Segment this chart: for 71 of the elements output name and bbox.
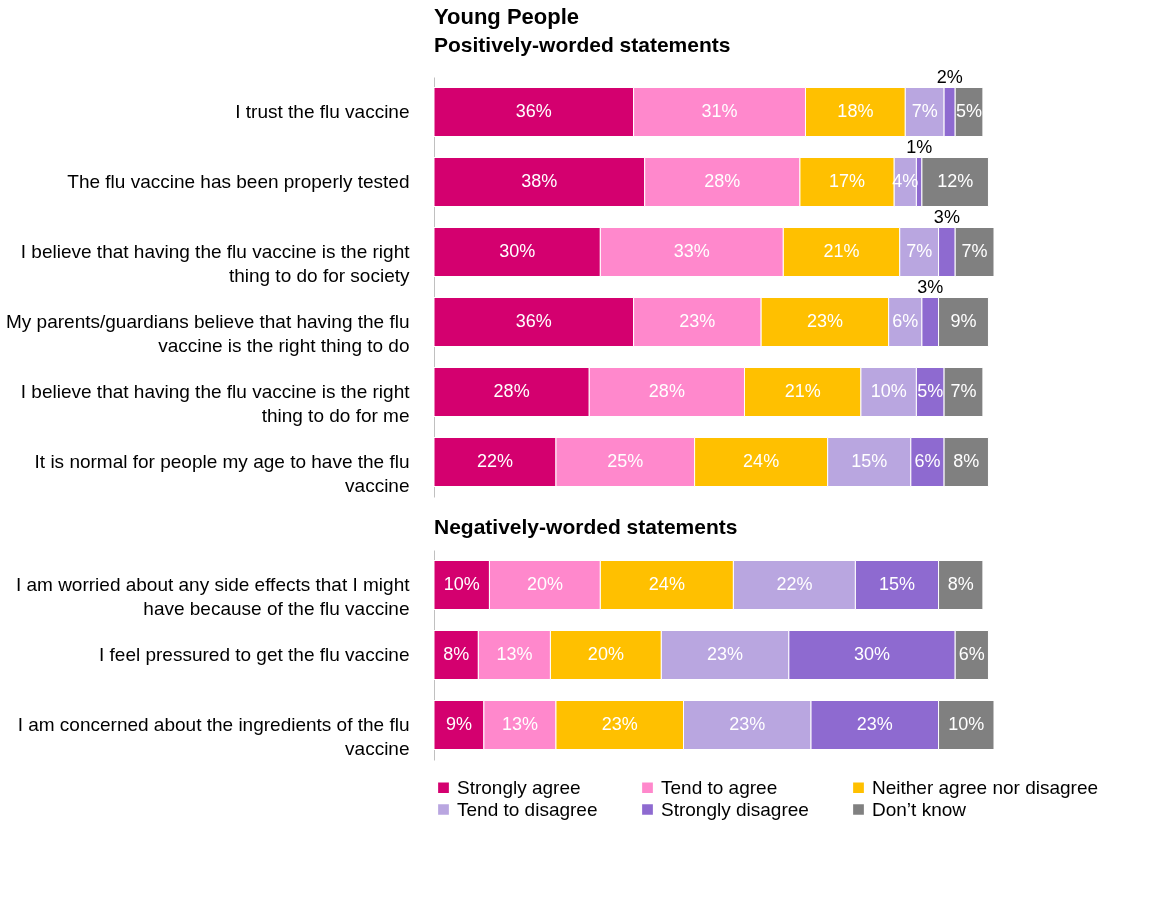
data-label: 24%	[743, 451, 780, 471]
chart-title: Negatively-worded statements	[434, 515, 738, 538]
data-label: 22%	[476, 451, 514, 471]
data-label: 8%	[947, 574, 974, 594]
y-tick-label: My parents/guardians believe that having the flu vaccine is the right thing to do	[6, 311, 410, 356]
data-label: 23%	[707, 644, 744, 664]
data-label: 25%	[607, 451, 644, 471]
data-label: 24%	[648, 574, 685, 594]
data-label: 1%	[906, 136, 933, 157]
data-label: 38%	[521, 171, 558, 191]
data-label: 7%	[906, 241, 933, 261]
data-label: 8%	[953, 451, 980, 471]
data-label: 23%	[601, 714, 638, 734]
data-label: 15%	[878, 574, 915, 594]
data-label: 10%	[443, 574, 480, 594]
data-label: 7%	[911, 101, 938, 121]
data-label: 13%	[496, 644, 533, 664]
data-label: 20%	[587, 644, 624, 664]
data-label: 7%	[961, 241, 988, 261]
data-label: 36%	[515, 101, 552, 121]
y-tick-label: I believe that having the flu vaccine is the right thing to do for society	[20, 241, 411, 286]
data-label: 23%	[679, 311, 716, 331]
data-label: 36%	[515, 311, 552, 331]
data-label: 12%	[937, 171, 974, 191]
data-label: 3%	[933, 206, 960, 227]
data-label: 23%	[856, 714, 893, 734]
data-label: 33%	[673, 241, 710, 261]
legend-label: Strongly disagree	[661, 798, 809, 820]
chart-subtitle: Positively-worded statements	[434, 32, 731, 56]
data-label: 10%	[870, 381, 907, 401]
legend-label: Neither agree nor disagree	[872, 776, 1099, 798]
y-tick-label: I feel pressured to get the flu vaccine	[98, 644, 410, 665]
data-label: 5%	[956, 101, 983, 121]
data-label: 22%	[776, 574, 813, 594]
data-label: 8%	[443, 644, 470, 664]
data-label: 7%	[950, 381, 977, 401]
legend-label: Strongly agree	[457, 776, 581, 798]
chart-title: Young People	[434, 3, 580, 29]
y-tick-label: I am worried about any side effects that I might have because of the flu vaccine	[15, 574, 411, 619]
data-label: 5%	[917, 381, 944, 401]
data-label: 23%	[729, 714, 766, 734]
data-label: 30%	[854, 644, 891, 664]
y-tick-label: The flu vaccine has been properly tested	[67, 171, 410, 192]
data-label: 10%	[948, 714, 985, 734]
y-tick-label: I believe that having the flu vaccine is the right thing to do for me	[20, 381, 411, 426]
data-label: 17%	[829, 171, 866, 191]
data-label: 6%	[914, 451, 941, 471]
data-label: 9%	[445, 714, 472, 734]
data-label: 9%	[950, 311, 977, 331]
data-label: 13%	[501, 714, 538, 734]
data-label: 28%	[648, 381, 685, 401]
data-label: 28%	[704, 171, 741, 191]
legend-label: Tend to disagree	[457, 798, 598, 820]
data-label: 6%	[958, 644, 985, 664]
y-tick-label: I am concerned about the ingredients of the flu vaccine	[17, 714, 410, 759]
legend-label: Don’t know	[872, 798, 967, 820]
data-label: 20%	[526, 574, 563, 594]
data-label: 6%	[892, 311, 919, 331]
data-label: 2%	[936, 66, 963, 87]
data-label: 21%	[784, 381, 821, 401]
y-tick-label: It is normal for people my age to have the flu vaccine	[34, 451, 410, 496]
data-label: 30%	[499, 241, 536, 261]
data-label: 28%	[493, 381, 530, 401]
data-label: 18%	[837, 101, 874, 121]
legend-label: Tend to agree	[661, 776, 778, 798]
y-tick-label: I trust the flu vaccine	[235, 101, 410, 122]
data-label: 23%	[806, 311, 843, 331]
data-label: 15%	[851, 451, 888, 471]
data-label: 3%	[917, 276, 944, 297]
data-label: 21%	[823, 241, 860, 261]
data-label: 31%	[701, 101, 738, 121]
